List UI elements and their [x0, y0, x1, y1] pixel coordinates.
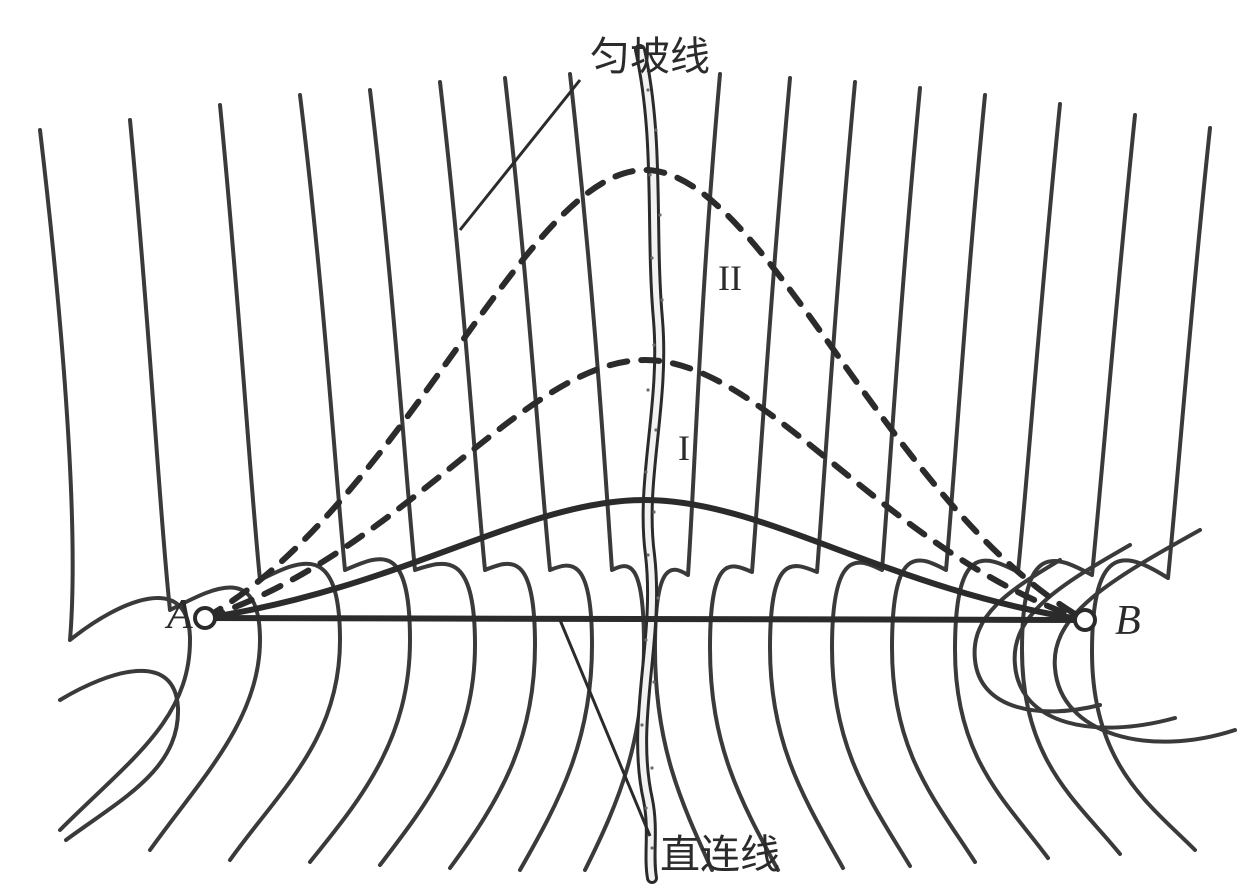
ridge-stipple-5	[660, 298, 663, 301]
ridge-stipple-7	[646, 388, 649, 391]
ridge-stipple-4	[650, 256, 653, 259]
callout-label-direct_line: 直连线	[660, 832, 780, 877]
ridge-stipple-15	[640, 723, 643, 726]
ridge-stipple-16	[650, 766, 653, 769]
ridge-stipple-17	[644, 806, 647, 809]
ridge-stipple-0	[646, 88, 649, 91]
point-label-a: A	[164, 592, 193, 638]
ridge-stipple-9	[644, 470, 647, 473]
ridge-stipple-1	[654, 128, 657, 131]
ridge-stipple-10	[652, 510, 655, 513]
diagram-background	[0, 0, 1246, 892]
ridge-stipple-14	[652, 680, 655, 683]
ridge-stipple-3	[658, 213, 661, 216]
ridge-stipple-11	[646, 553, 649, 556]
point-label-b: B	[1115, 598, 1141, 644]
point-a	[195, 608, 215, 628]
route-marker-ii: II	[718, 258, 742, 298]
ridge-stipple-8	[654, 428, 657, 431]
ridge-stipple-18	[650, 846, 653, 849]
point-b	[1075, 610, 1095, 630]
ridge-stipple-2	[648, 173, 651, 176]
route-marker-i: I	[678, 428, 690, 468]
topographic-diagram: AB III 匀坡线直连线	[0, 0, 1246, 892]
callout-label-uniform_slope: 匀坡线	[590, 34, 710, 79]
ridge-stipple-12	[656, 596, 659, 599]
ridge-stipple-13	[644, 638, 647, 641]
ridge-stipple-6	[652, 343, 655, 346]
route-direct-line	[205, 618, 1085, 620]
